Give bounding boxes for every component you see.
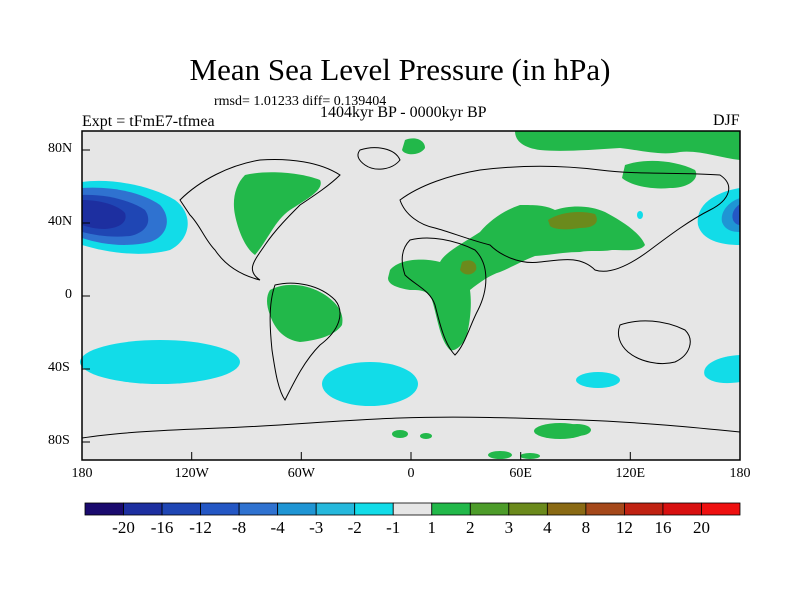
colorbar-swatch [546,502,587,516]
lon-label: 60W [287,466,315,481]
coastlines [81,147,741,439]
colorbar-swatch [200,502,240,516]
anomaly-olive-africa [460,260,477,275]
anomaly-navy-npacific [82,200,126,229]
coastline-eurasia [399,165,730,272]
lat-tick-marks [82,149,90,443]
colorbar [84,502,741,516]
lon-label: 60E [509,466,532,481]
coastline-africa [401,237,487,356]
colorbar-label: -4 [270,518,285,537]
colorbar-swatch [354,502,394,516]
coastline-australia [617,320,691,365]
colorbar-swatch [624,502,664,516]
lon-label: 120E [615,466,646,481]
colorbar-label: -12 [189,518,212,537]
colorbar-swatch [315,502,356,516]
lat-label: 40S [48,360,70,375]
lon-label: 180 [71,466,93,481]
anomaly-cyan-japan [637,211,643,219]
map-background [82,131,740,460]
anomaly-green-arctic [402,138,425,155]
stats-text: rmsd= 1.01233 diff= 0.139404 [214,94,387,109]
period-text: 1404kyr BP - 0000kyr BP [320,104,487,121]
anomaly-green-arctic-siberia [515,131,740,160]
anomaly-cyan-satlantic [322,362,418,406]
anomaly-cyan-wpacific [697,188,740,245]
lon-label: 0 [407,466,415,481]
colorbar-swatch [701,502,741,516]
anomaly-green-south-c [392,430,408,438]
anomaly-fields [80,131,740,459]
colorbar-swatch [431,502,471,516]
lat-label: 80S [48,433,70,448]
colorbar-swatch [161,502,201,516]
colorbar-label: -1 [386,518,401,537]
season-label: DJF [713,112,740,129]
anomaly-green-south-d [420,433,432,439]
lon-label: 180 [729,466,751,481]
anomaly-green-afro-eurasia [388,205,645,351]
anomaly-green-south-b [563,424,591,436]
colorbar-label: -16 [150,518,174,537]
colorbar-label: 3 [504,518,514,537]
colorbar-swatch [84,502,124,516]
coastline-samerica [269,282,341,401]
colorbar-label: 20 [692,518,710,537]
colorbar-swatch [662,502,702,516]
colorbar-label: -3 [309,518,324,537]
colorbar-label: 16 [654,518,672,537]
lon-tick-marks [81,452,741,460]
coastline-namerica [179,159,341,281]
anomaly-green-south-e [488,451,512,459]
colorbar-label: 2 [466,518,475,537]
colorbar-label: 4 [543,518,552,537]
colorbar-label: 12 [615,518,633,537]
colorbar-swatch [508,502,548,516]
colorbar-label: -20 [112,518,135,537]
anomaly-green-namerica [233,172,321,255]
anomaly-cyan-tasman [704,355,740,384]
colorbar-swatch [277,502,317,516]
chart-title: Mean Sea Level Pressure (in hPa) [189,52,611,87]
anomaly-green-south-f [520,453,540,459]
anomaly-darkblue-wpacific [732,204,740,225]
colorbar-label: 8 [581,518,591,537]
coastline-greenland [357,147,401,170]
lon-label: 120W [174,466,209,481]
lat-label: 0 [65,287,72,302]
colorbar-label: -8 [232,518,247,537]
anomaly-green-siberia [622,160,697,189]
anomaly-cyan-spacific [80,340,240,384]
colorbar-swatch [469,502,510,516]
colorbar-swatch [123,502,163,516]
coastline-antarctica [81,416,741,439]
colorbar-swatch [585,502,625,516]
colorbar-swatch [238,502,279,516]
colorbar-label: -2 [347,518,362,537]
anomaly-blue-wpacific [721,198,740,232]
colorbar-label: 1 [427,518,437,537]
lat-label: 40N [48,214,73,229]
anomaly-green-samerica [267,284,343,342]
colorbar-swatch [392,502,433,516]
lat-label: 80N [48,141,73,156]
anomaly-cyan-sindian [576,372,620,388]
anomaly-olive-asia [548,212,597,230]
experiment-label: Expt = tFmE7-tfmea [82,113,215,130]
